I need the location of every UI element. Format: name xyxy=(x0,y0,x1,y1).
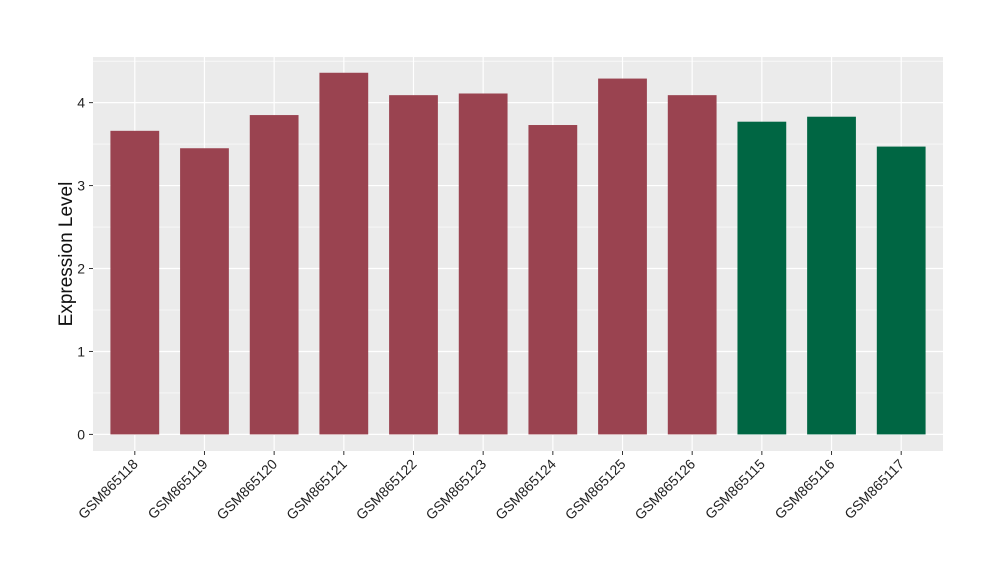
x-tick-label: GSM865123 xyxy=(422,456,489,523)
y-tick-label: 3 xyxy=(77,178,85,194)
bar-GSM865125 xyxy=(598,78,647,435)
bar-GSM865116 xyxy=(807,116,856,435)
x-tick-label: GSM865124 xyxy=(492,456,559,523)
bar-GSM865122 xyxy=(389,95,438,435)
bar-GSM865119 xyxy=(180,148,229,435)
x-tick-label: GSM865117 xyxy=(841,456,907,522)
plot-panel xyxy=(93,57,943,451)
x-tick-label: GSM865125 xyxy=(562,456,629,523)
bar-GSM865117 xyxy=(876,146,926,435)
bar-GSM865118 xyxy=(110,130,160,435)
bar-GSM865115 xyxy=(737,121,787,435)
y-axis-title: Expression Level xyxy=(56,182,77,327)
y-tick-label: 1 xyxy=(77,343,85,359)
minor-gridlines xyxy=(93,60,943,394)
bar-GSM865123 xyxy=(458,93,508,435)
y-tick-label: 2 xyxy=(77,261,85,277)
bar-GSM865121 xyxy=(319,72,369,435)
y-tick-label: 0 xyxy=(77,426,85,442)
bars xyxy=(110,72,926,435)
x-tick-label: GSM865121 xyxy=(283,456,350,523)
bar-GSM865120 xyxy=(249,115,299,435)
x-tick-label: GSM865115 xyxy=(702,456,768,522)
x-tick-label: GSM865126 xyxy=(631,456,698,523)
y-axis-ticks: 0 1 2 3 4 xyxy=(77,95,93,442)
x-axis-ticks: GSM865118 GSM865119 GSM865120 GSM865121 GSM8… xyxy=(75,451,907,523)
x-tick-label: GSM865116 xyxy=(771,456,837,522)
x-tick-label: GSM865119 xyxy=(144,456,210,522)
y-tick-label: 4 xyxy=(77,95,85,111)
bar-GSM865126 xyxy=(667,95,717,435)
x-tick-label: GSM865120 xyxy=(213,456,280,523)
x-tick-label: GSM865118 xyxy=(75,456,141,522)
x-tick-label: GSM865122 xyxy=(353,456,420,523)
bar-GSM865124 xyxy=(528,125,578,435)
